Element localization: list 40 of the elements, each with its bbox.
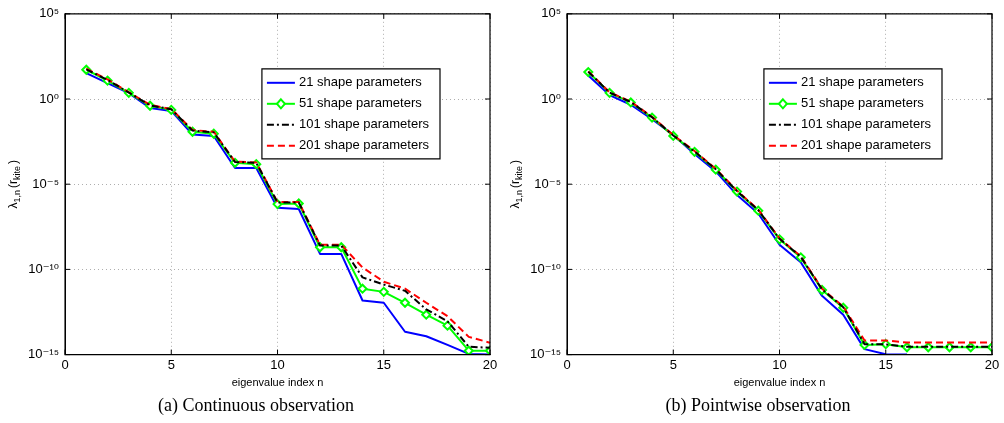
text: (b) Pointwise observation (665, 394, 851, 416)
x-tick-label: 15 (376, 356, 391, 372)
x-axis-title: eigenvalue index n (733, 375, 826, 388)
x-tick-label: 0 (563, 356, 571, 372)
y-tick-label: 10⁰ (39, 90, 60, 106)
legend-label: 101 shape parameters (298, 116, 430, 132)
legend-label: 51 shape parameters (800, 95, 925, 111)
x-tick-label: 15 (878, 356, 893, 372)
point (421, 309, 432, 320)
point (442, 320, 453, 331)
point (357, 283, 368, 294)
x-axis-title: eigenvalue index n (231, 375, 324, 388)
text: (a) Continuous observation (158, 394, 354, 416)
point (400, 297, 411, 308)
y-axis-title: λ1,n(rkite) (508, 159, 525, 209)
x-tick-label: 5 (669, 356, 677, 372)
y-tick-label: 10⁻¹⁵ (27, 346, 60, 362)
point (378, 286, 389, 297)
x-tick-label: 20 (984, 356, 1000, 372)
x-tick-label: 10 (270, 356, 285, 372)
legend-label: 51 shape parameters (298, 95, 423, 111)
y-axis-title: λ1,n(rkite) (6, 159, 23, 209)
y-tick-label: 10⁻¹⁵ (529, 346, 562, 362)
legend-label: 21 shape parameters (298, 74, 423, 90)
legend-label: 101 shape parameters (800, 116, 932, 132)
legend-label: 201 shape parameters (800, 137, 932, 153)
y-tick-label: 10⁵ (39, 5, 60, 21)
point (463, 345, 474, 355)
x-tick-label: 0 (61, 356, 69, 372)
legend-label: 201 shape parameters (298, 137, 430, 153)
x-tick-label: 20 (482, 356, 498, 372)
y-tick-label: 10⁰ (541, 90, 562, 106)
y-tick-label: 10⁵ (541, 5, 562, 21)
x-tick-label: 5 (167, 356, 175, 372)
legend-label: 21 shape parameters (800, 74, 925, 90)
y-tick-label: 10⁻⁵ (534, 175, 562, 191)
y-tick-label: 10⁻¹⁰ (28, 260, 60, 276)
y-tick-label: 10⁻⁵ (32, 175, 60, 191)
x-tick-label: 10 (772, 356, 787, 372)
y-tick-label: 10⁻¹⁰ (530, 260, 562, 276)
